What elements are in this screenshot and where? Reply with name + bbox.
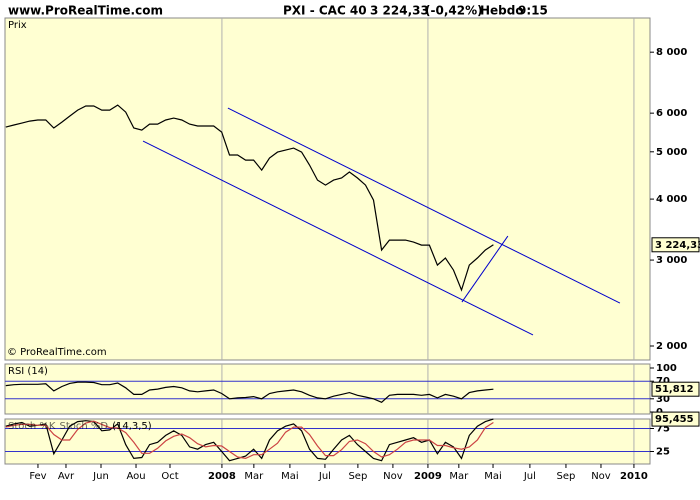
legend-entry: Stoch %K: [8, 421, 56, 432]
x-tick-label: Jul: [523, 471, 536, 482]
trend-line: [142, 140, 534, 336]
panel: [4, 363, 651, 415]
trend-line: [461, 235, 509, 303]
period: Hebdo: [480, 4, 524, 18]
series-line: [5, 420, 494, 460]
x-tick-label: Avr: [58, 471, 75, 482]
x-tick-label: 2008: [208, 471, 236, 482]
last-value-label: 95,455: [655, 414, 694, 425]
y-tick-label: 5 000: [656, 147, 687, 158]
y-tick-label: 6 000: [656, 108, 687, 119]
x-tick-label: Jun: [92, 471, 109, 482]
x-tick-label: Mai: [484, 471, 502, 482]
panel-title: RSI (14): [8, 366, 48, 377]
y-tick-label: 100: [656, 363, 677, 374]
y-tick-label: 3 000: [656, 255, 687, 266]
x-tick-label: Sep: [557, 471, 576, 482]
credit: © ProRealTime.com: [7, 347, 107, 358]
change: (-0,42%): [425, 4, 483, 18]
x-tick-label: Aou: [126, 471, 145, 482]
last-value-label: 51,812: [655, 384, 694, 395]
price-line: [5, 104, 494, 292]
y-tick-label: 75: [656, 424, 670, 435]
x-tick-label: Jul: [318, 471, 331, 482]
x-tick-label: Nov: [383, 471, 403, 482]
y-tick-label: 25: [656, 447, 670, 458]
site: www.ProRealTime.com: [8, 4, 163, 18]
last-value-box: [651, 237, 700, 253]
x-tick-label: Nov: [591, 471, 611, 482]
legend-params: (14,3,5): [112, 421, 152, 432]
time: 9:15: [518, 4, 548, 18]
last-value-box: [651, 411, 700, 427]
trend-line: [227, 107, 621, 304]
y-tick-label: 4 000: [656, 194, 687, 205]
last-value-box: [651, 381, 700, 397]
y-tick-label: 8 000: [656, 47, 687, 58]
panel: [4, 17, 651, 361]
y-tick-label: 2 000: [656, 341, 687, 352]
x-tick-label: 2009: [414, 471, 442, 482]
x-tick-label: Mar: [449, 471, 469, 482]
x-tick-label: Fev: [29, 471, 46, 482]
last-value-label: 3 224,33: [655, 240, 700, 251]
y-tick-label: 30: [656, 394, 670, 405]
x-tick-label: Oct: [161, 471, 178, 482]
price-line: [5, 381, 494, 404]
instrument: PXI - CAC 40: [283, 4, 367, 18]
legend-entry: Stoch %D: [59, 421, 108, 432]
x-tick-label: Mar: [244, 471, 264, 482]
x-tick-label: Sep: [348, 471, 367, 482]
x-tick-label: 2010: [620, 471, 648, 482]
panel-title: Prix: [8, 20, 27, 31]
series-line: [5, 418, 494, 462]
y-tick-label: 70: [656, 376, 670, 387]
last-price: 3 224,33: [370, 4, 429, 18]
x-tick-label: Mai: [281, 471, 299, 482]
